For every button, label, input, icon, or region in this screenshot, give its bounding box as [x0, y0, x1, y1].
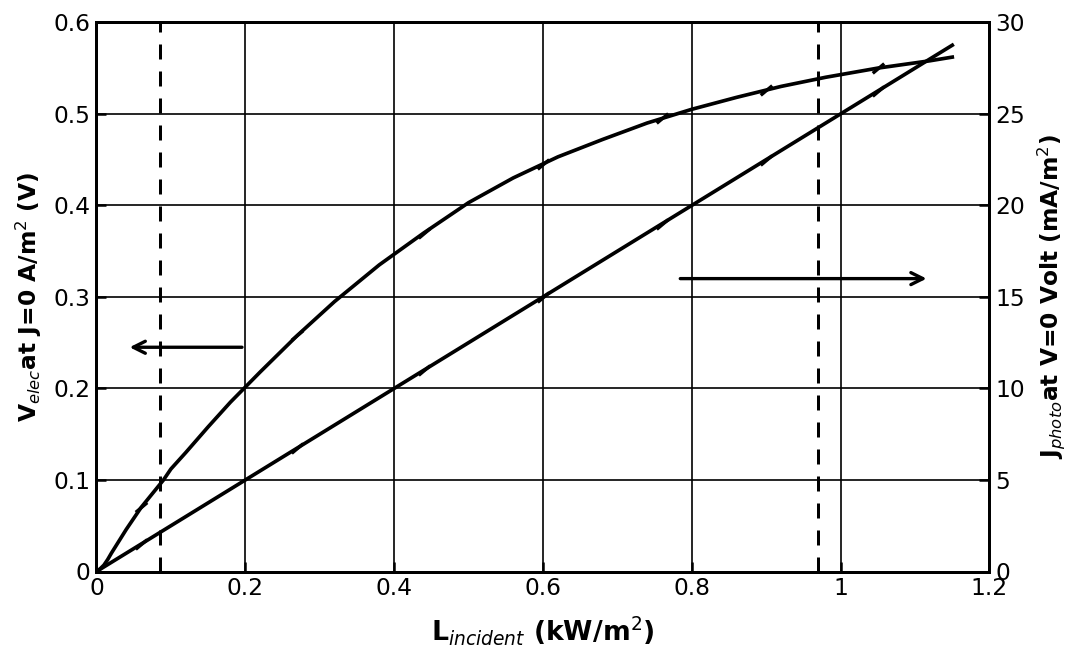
- X-axis label: L$_{incident}$ (kW/m$^2$): L$_{incident}$ (kW/m$^2$): [431, 614, 654, 647]
- Y-axis label: V$_{elec}$at J=0 A/m$^2$ (V): V$_{elec}$at J=0 A/m$^2$ (V): [13, 172, 43, 422]
- Y-axis label: J$_{photo}$at V=0 Volt (mA/m$^2$): J$_{photo}$at V=0 Volt (mA/m$^2$): [1035, 135, 1067, 459]
